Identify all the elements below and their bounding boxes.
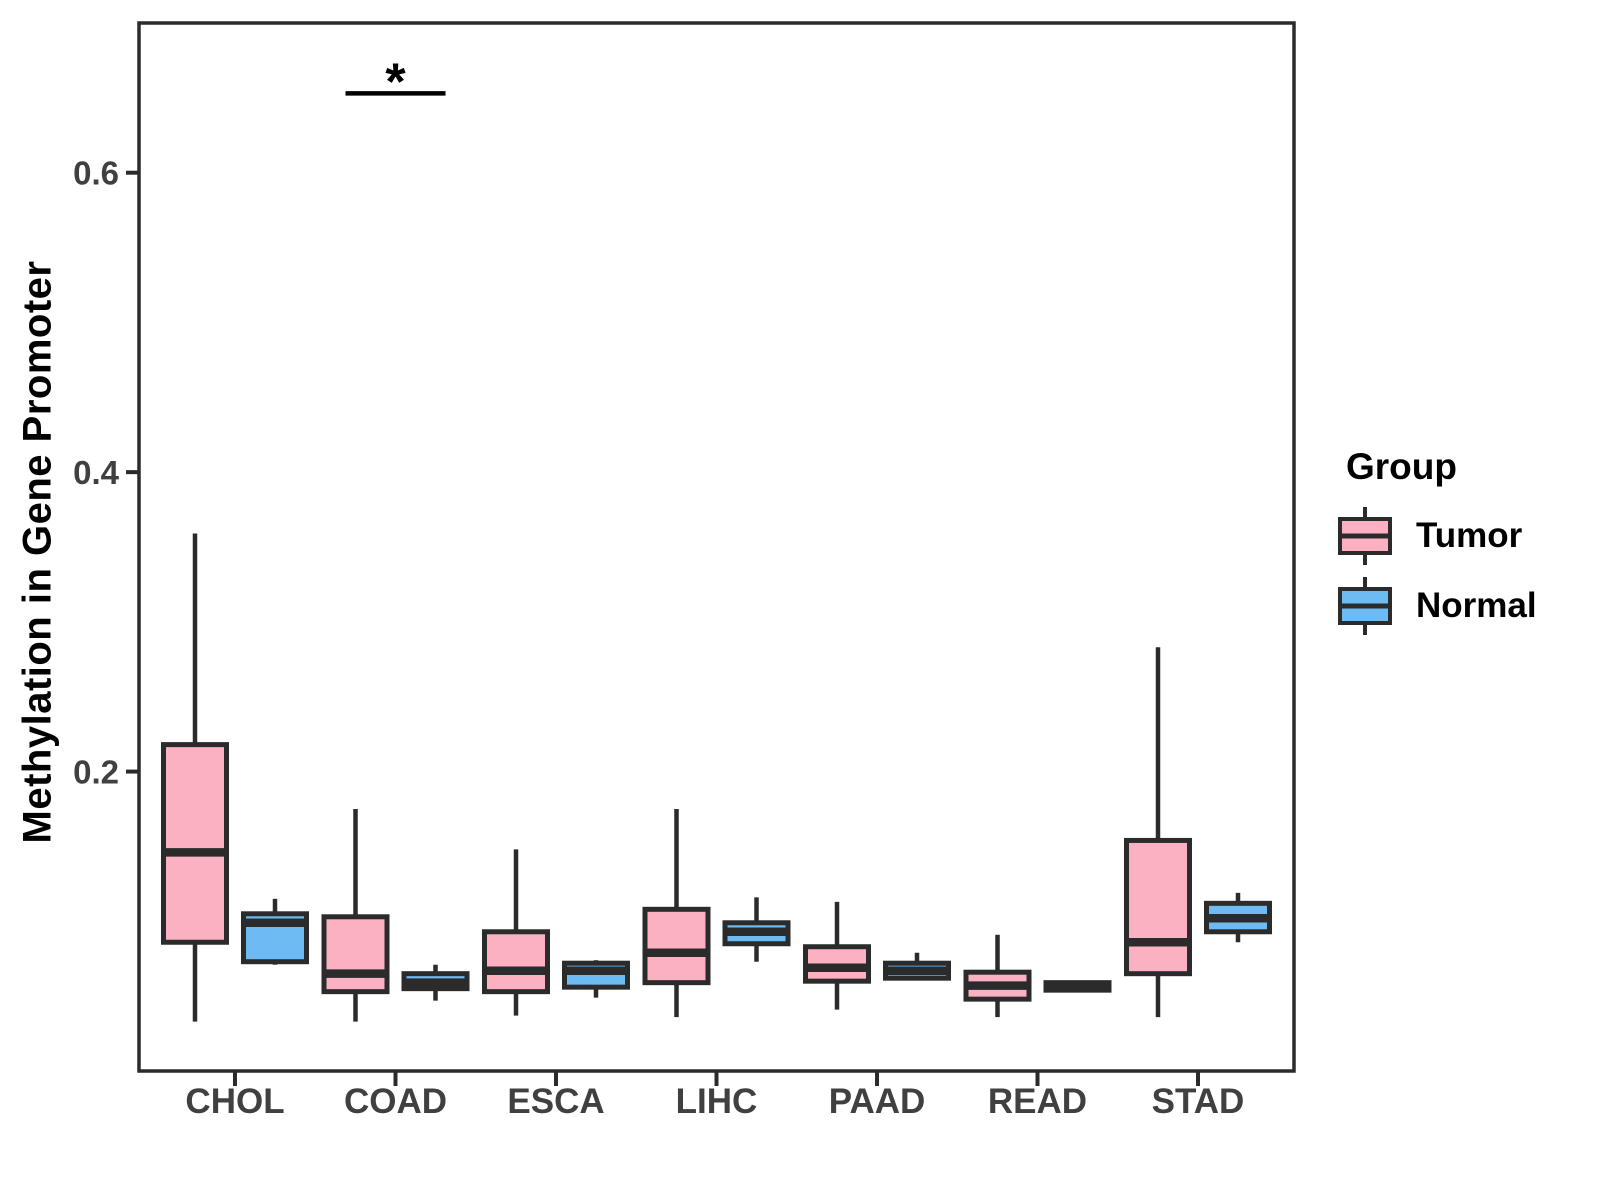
y-tick-label: 0.6 xyxy=(73,155,119,192)
x-tick-label-esca: ESCA xyxy=(507,1082,604,1121)
legend-label-tumor: Tumor xyxy=(1416,516,1523,555)
y-tick-label: 0.2 xyxy=(73,754,119,791)
x-tick-label-paad: PAAD xyxy=(829,1082,926,1121)
panel-border xyxy=(137,21,1296,1073)
x-tick-label-coad: COAD xyxy=(344,1082,447,1121)
box-chol-tumor xyxy=(161,742,229,945)
x-tick-label-read: READ xyxy=(988,1082,1087,1121)
normal-boxplot-key-icon xyxy=(1338,577,1392,635)
box-lihc-tumor xyxy=(642,906,711,986)
x-tick-label-lihc: LIHC xyxy=(676,1082,758,1121)
legend: Group Tumor Normal xyxy=(1332,446,1537,644)
tumor-boxplot-key-icon xyxy=(1338,507,1392,565)
legend-entry-tumor: Tumor xyxy=(1332,504,1537,568)
significance-star-coad: * xyxy=(385,53,406,111)
x-tick-label-chol: CHOL xyxy=(185,1082,284,1121)
y-axis-title: Methylation in Gene Promoter xyxy=(15,260,60,844)
box-stad-tumor xyxy=(1124,837,1192,977)
legend-label-normal: Normal xyxy=(1416,586,1537,625)
box-esca-tumor xyxy=(482,929,550,995)
legend-entry-normal: Normal xyxy=(1332,574,1537,638)
x-tick-label-stad: STAD xyxy=(1152,1082,1245,1121)
y-tick-label: 0.4 xyxy=(73,454,120,491)
box-coad-tumor xyxy=(321,914,390,995)
legend-title: Group xyxy=(1346,446,1457,487)
